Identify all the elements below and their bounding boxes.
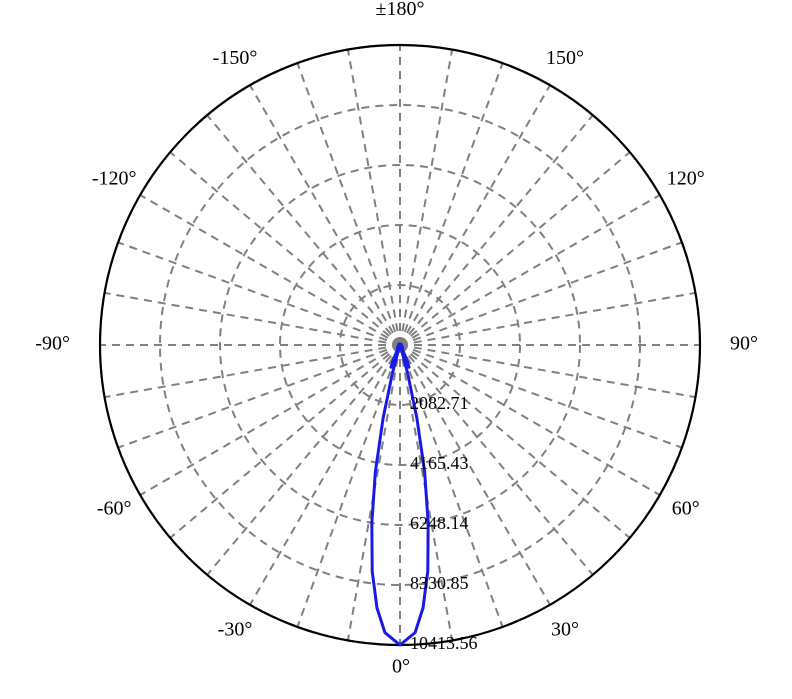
angle-label: 150° (546, 47, 584, 69)
angle-label: 30° (551, 618, 579, 640)
angle-label: 0° (392, 656, 410, 678)
radial-tick-label: 6248.14 (410, 513, 469, 533)
angle-label: 60° (672, 498, 700, 520)
angle-label: -90° (35, 333, 70, 355)
radial-tick-label: 2082.71 (410, 393, 469, 413)
angle-label: 120° (667, 168, 705, 190)
polar-chart: 2082.71 4165.43 6248.14 8330.85 10413.560° 30… (0, 0, 792, 699)
radial-tick-label: 10413.56 (410, 633, 478, 653)
angle-label: -150° (213, 47, 258, 69)
angle-label: ±180° (376, 0, 425, 20)
radial-tick-label: 8330.85 (410, 573, 469, 593)
radial-tick-label: 4165.43 (410, 453, 469, 473)
angle-label: -30° (218, 618, 253, 640)
angle-label: -60° (97, 498, 132, 520)
angle-label: -120° (92, 168, 137, 190)
angle-label: 90° (730, 333, 758, 355)
